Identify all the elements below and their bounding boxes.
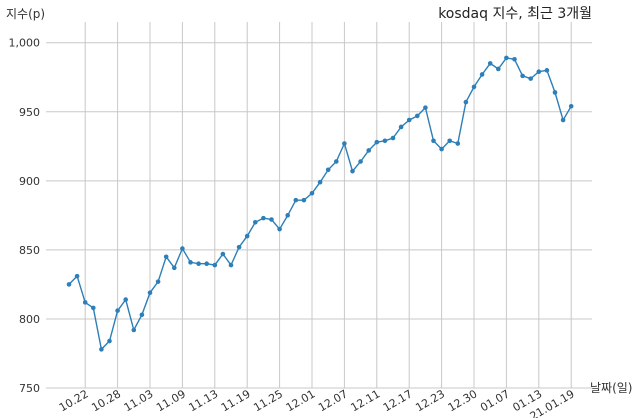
x-tick-label: 10.22	[57, 387, 91, 414]
y-tick-label: 950	[19, 106, 40, 119]
chart-title: kosdaq 지수, 최근 3개월	[438, 6, 592, 22]
data-point	[496, 66, 501, 72]
data-point	[520, 73, 525, 79]
data-point	[115, 308, 120, 313]
data-point	[163, 254, 169, 260]
x-tick-label: 11.19	[219, 387, 253, 414]
series-line	[68, 57, 572, 351]
data-point	[382, 138, 388, 144]
data-point	[423, 105, 428, 110]
data-point	[471, 84, 477, 90]
data-point	[253, 219, 258, 225]
data-point	[350, 168, 355, 174]
y-tick-label: 850	[19, 244, 40, 257]
data-point	[317, 179, 323, 185]
data-point	[431, 138, 436, 144]
data-point	[504, 55, 509, 61]
x-tick-label: 10.28	[89, 387, 123, 414]
grid-layer	[46, 22, 592, 389]
data-point	[74, 273, 80, 279]
data-point	[131, 327, 137, 333]
y-tick-label: 750	[19, 382, 40, 395]
x-tick-label: 12.01	[284, 387, 318, 414]
data-point	[123, 297, 128, 302]
x-tick-label: 12.07	[316, 387, 350, 414]
data-point	[447, 138, 453, 144]
data-point	[536, 69, 542, 75]
x-tick-labels: 10.2210.2811.0311.0911.1311.1911.2512.01…	[57, 387, 577, 418]
data-point	[82, 300, 88, 305]
data-point	[277, 226, 282, 232]
data-point	[479, 72, 485, 77]
data-point	[66, 282, 72, 287]
data-point	[301, 197, 307, 203]
data-point	[406, 117, 412, 123]
data-point	[285, 213, 291, 218]
data-point	[398, 124, 404, 130]
data-point	[172, 265, 177, 271]
data-point	[366, 148, 372, 153]
x-axis-label: 날짜(일)	[590, 381, 632, 395]
data-point	[261, 215, 266, 221]
data-point	[552, 90, 558, 95]
x-tick-label: 11.25	[251, 387, 285, 414]
data-point	[204, 261, 209, 266]
data-point	[390, 135, 396, 141]
data-point	[99, 347, 104, 352]
data-point	[228, 262, 234, 268]
x-tick-label: 11.09	[154, 387, 188, 414]
data-point	[568, 103, 574, 109]
data-point	[293, 197, 299, 203]
data-point	[342, 141, 347, 146]
data-point	[139, 312, 145, 318]
x-tick-label: 12.11	[349, 387, 383, 414]
data-point	[244, 233, 250, 239]
data-point	[358, 159, 363, 164]
y-tick-label: 1,000	[9, 37, 41, 50]
data-point	[439, 146, 444, 152]
x-tick-label: 12.23	[413, 387, 447, 414]
data-point	[325, 167, 331, 173]
x-tick-label: 01.07	[478, 387, 512, 414]
data-point	[415, 113, 420, 119]
data-point	[196, 261, 201, 266]
data-point	[528, 76, 533, 81]
data-point	[512, 56, 517, 62]
data-point	[147, 290, 153, 296]
data-point	[180, 246, 185, 251]
data-point	[91, 305, 96, 311]
x-tick-label: 11.13	[187, 387, 221, 414]
x-tick-label: 11.03	[122, 387, 156, 414]
data-point	[155, 279, 161, 284]
data-point	[463, 99, 469, 105]
data-point	[220, 251, 226, 257]
data-point	[188, 260, 193, 265]
y-tick-labels: 750 800 850 900 950 1,000	[9, 37, 41, 395]
data-point	[107, 338, 112, 344]
y-tick-label: 800	[19, 313, 40, 326]
data-point	[309, 190, 315, 196]
x-tick-label: 12.30	[446, 387, 480, 414]
data-point	[487, 61, 493, 66]
data-point	[212, 262, 218, 268]
data-point	[236, 244, 242, 250]
data-point	[334, 159, 339, 164]
data-point	[544, 68, 550, 73]
series-layer	[66, 55, 574, 352]
x-tick-label: 12.17	[381, 387, 415, 414]
data-point	[269, 217, 274, 222]
data-point	[560, 117, 566, 123]
y-tick-label: 900	[19, 175, 40, 188]
data-point	[455, 141, 461, 146]
data-point	[374, 139, 380, 145]
y-axis-label: 지수(p)	[6, 7, 45, 21]
